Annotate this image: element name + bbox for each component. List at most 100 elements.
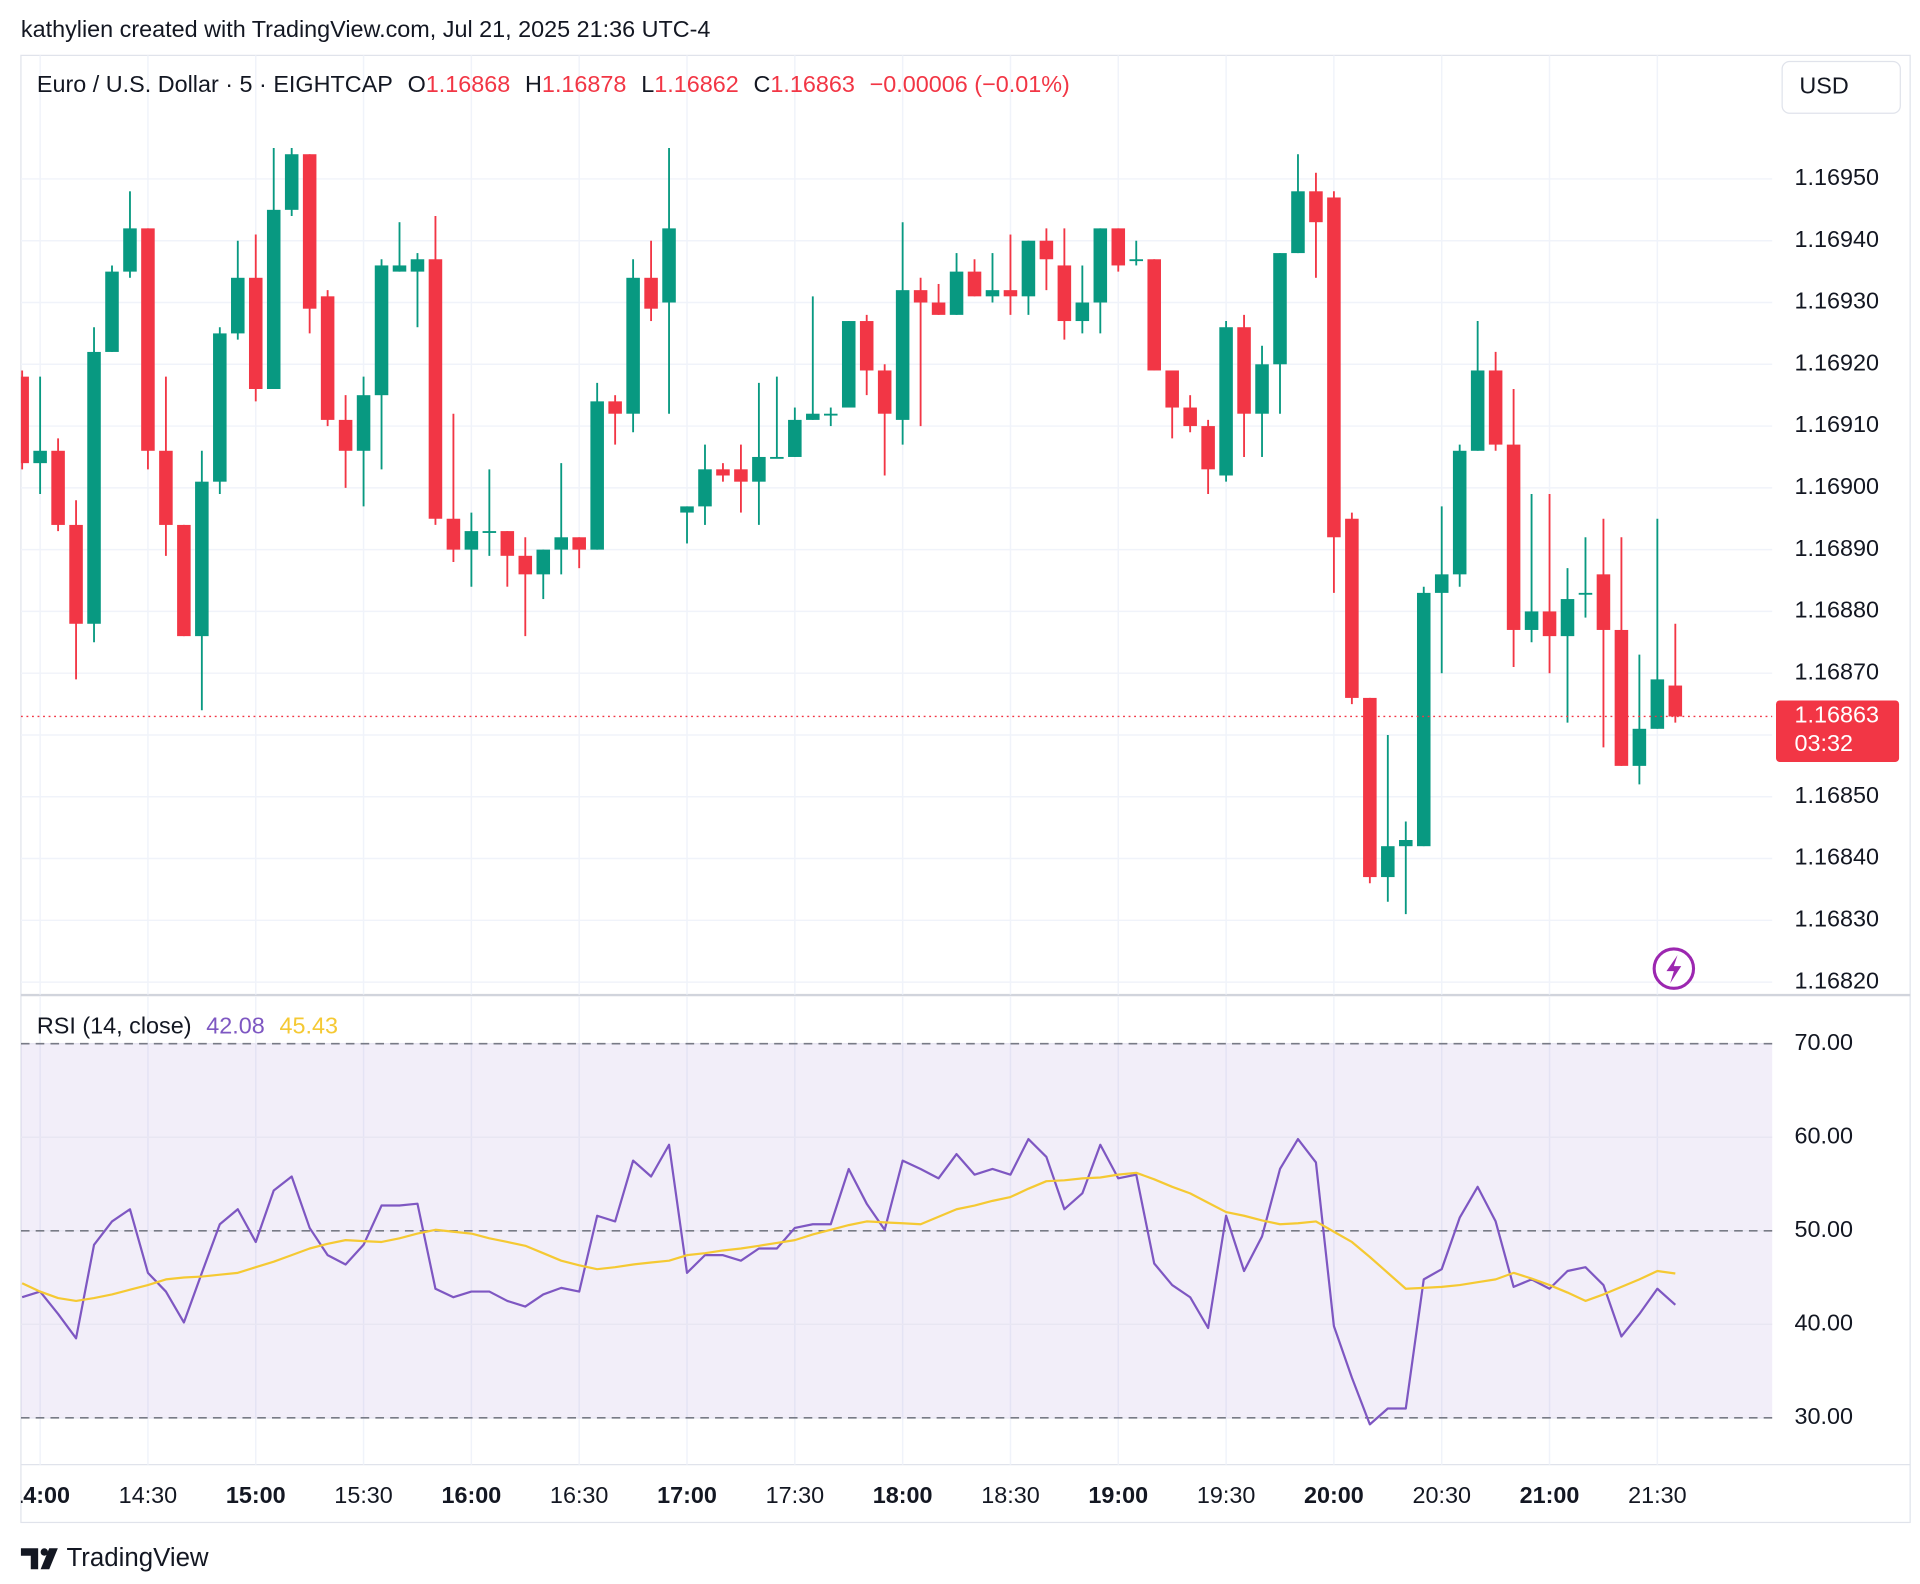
candle-body [1075,302,1090,322]
candle-body [1039,240,1054,260]
ohlc-value: 1.16878 [542,71,627,97]
candle-body [356,395,371,451]
candle-body [931,302,946,315]
candle-body [1488,370,1503,445]
candle-body [213,333,227,482]
rsi-legend: RSI (14, close) 42.08 45.43 [37,1013,338,1039]
x-tick-label: 16:00 [441,1482,501,1508]
candle-body [967,271,982,297]
ohlc-label: L [641,71,654,97]
candle-body [105,271,119,352]
y-tick-label: 1.16950 [1794,164,1879,190]
symbol-legend: Euro / U.S. Dollar · 5 · EIGHTCAP O1.1686… [37,71,1070,97]
y-tick-label: 1.16840 [1794,844,1879,870]
change: −0.00006 (−0.01%) [870,71,1070,97]
candle-body [374,265,389,396]
plot-area [20,55,1773,1465]
y-tick-label: 1.16910 [1794,411,1879,437]
x-tick-label: 18:00 [873,1482,933,1508]
candle-body [195,481,209,637]
candle-body [1219,327,1233,476]
price-axis: 1.168201.168301.168401.168501.168601.168… [1776,164,1900,1429]
candle-body [33,450,47,464]
candle-body [554,537,568,550]
candle-body [1057,265,1072,322]
candle-body [123,228,137,272]
y-tick-label: 1.16830 [1794,905,1879,931]
candle-body [824,413,838,416]
ohlc-label: C [753,71,770,97]
candle-body [1614,629,1629,766]
logo-mark [20,1548,39,1570]
y-tick-label: 1.16900 [1794,473,1879,499]
candle-body [1255,364,1269,414]
candle-body [69,524,83,624]
candle-body [752,456,766,482]
y-tick-label: 1.16850 [1794,782,1879,808]
candle-body [1165,370,1179,408]
candle-body [87,351,101,624]
candle-body [572,537,586,550]
candle-body [680,506,694,513]
candle-body [1129,259,1144,262]
candle-body [1201,426,1215,470]
logo-mark [40,1548,58,1570]
candle-body [1003,290,1018,297]
x-tick-label: 20:00 [1304,1482,1364,1508]
x-tick-label: 17:30 [766,1482,825,1508]
candle-body [895,290,910,420]
symbol-title: Euro / U.S. Dollar · 5 · EIGHTCAP [37,71,393,97]
candle-body [913,290,928,303]
y-tick-label: 1.16820 [1794,967,1879,993]
rsi-value: 42.08 [206,1013,265,1039]
candle-body [410,259,425,272]
logo [20,1548,58,1570]
icon-bolt[interactable] [1666,955,1682,984]
candle-body [536,549,551,575]
candle-body [716,469,730,476]
candle-body [662,228,676,303]
rsi-title: RSI (14, close) [37,1013,192,1039]
currency-button[interactable] [1781,60,1901,114]
candle-body [284,154,299,210]
candle-body [446,518,461,550]
x-tick-label: 19:00 [1088,1482,1148,1508]
candle-body [1093,228,1108,303]
candle-body [1345,518,1359,698]
last-price-badge [1776,700,1900,762]
time-axis: 14:00 14:30 15:00 15:30 16:00 16:30 17:00 17:30… [21,1482,1687,1508]
candle-body [1506,444,1521,630]
candle-body [949,271,964,315]
x-tick-label: 15:30 [334,1482,393,1508]
candle-body [985,290,1000,297]
candle-body [392,265,407,272]
candle-body [1560,599,1575,637]
candle-body [1542,611,1557,637]
candle-body [1021,240,1036,297]
y-tick-label: 1.16940 [1794,226,1879,252]
rsi-ma-value: 45.43 [280,1013,338,1039]
currency[interactable]: USD [1799,73,1848,99]
candle-body [644,277,658,309]
y-tick-label: 1.16920 [1794,349,1879,375]
candle-body [1596,574,1611,630]
y-tick-label: 30.00 [1794,1403,1853,1429]
candle-body [1381,846,1395,878]
frame [20,54,1911,1524]
lightning-icon[interactable] [1652,947,1696,990]
candle-body [231,277,245,334]
rsi-ma-line [21,1171,1676,1303]
y-tick-label: 40.00 [1794,1309,1853,1335]
candle-body [1273,253,1287,365]
candle-body [1147,259,1161,371]
candle-body [159,450,173,525]
candle-body [1434,574,1449,593]
candle-body [1237,327,1251,414]
candle-body [698,469,712,507]
candle-body [1399,840,1413,847]
candle-body [788,419,802,457]
x-tick-label: 21:00 [1520,1482,1580,1508]
candle-body [608,401,622,414]
ohlc-value: 1.16863 [770,71,855,97]
